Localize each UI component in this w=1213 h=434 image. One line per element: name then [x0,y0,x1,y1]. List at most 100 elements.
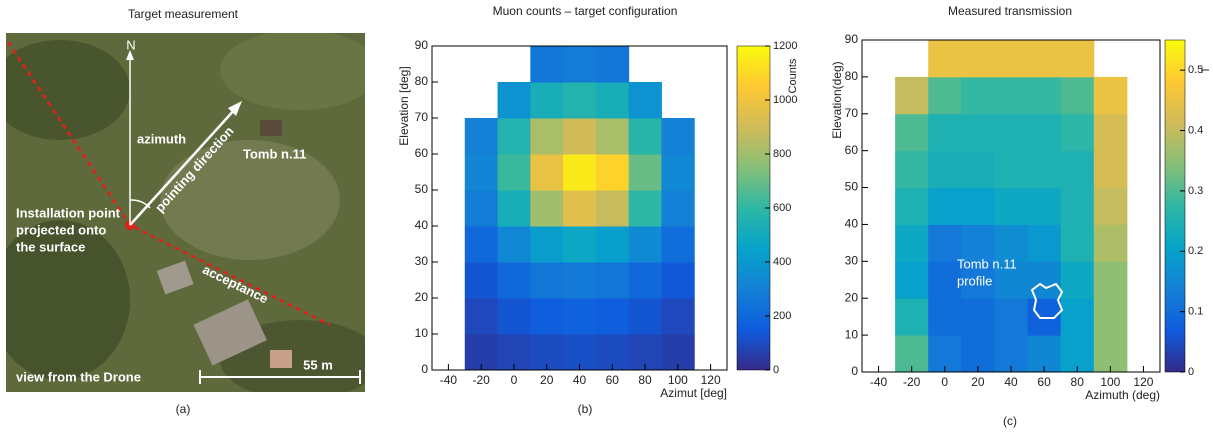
y-tick-label: 90 [845,32,859,46]
heat-cell [464,118,499,155]
heat-cell [1027,224,1062,262]
heat-cell [497,82,531,119]
x-tick-label: 60 [1037,375,1051,389]
x-tick-label: -40 [440,373,458,387]
heat-cell [994,150,1029,189]
heat-cell [497,226,531,263]
x-tick-label: 80 [638,373,652,387]
heat-cell [464,190,499,227]
heat-cell [994,113,1029,152]
aerial-photo: N azimuth pointing direction Tomb n.11 I… [6,33,365,392]
heat-cell [1060,224,1095,262]
heat-cell [628,298,662,335]
heat-cell [563,154,597,191]
heat-cell [928,40,962,78]
y-tick-label: 30 [845,254,859,268]
y-tick-label: 70 [415,110,429,124]
heat-cell [563,46,597,83]
colorbar-tick-label: 0.5 [1188,64,1203,76]
x-tick-label: -20 [472,373,490,387]
x-tick-label: 0 [941,375,948,389]
colorbar [1164,39,1186,373]
heat-cell [1093,150,1128,189]
colorbar-tick-label: 800 [773,148,791,160]
y-tick-label: 40 [415,218,429,232]
heat-cell [497,190,531,227]
heat-cell [928,150,962,189]
heat-cell [1093,113,1128,152]
y-tick-label: 50 [845,180,859,194]
colorbar-label: Counts [787,58,799,93]
annotation: Tomb n.11 [957,256,1017,271]
heat-cell [1027,150,1062,189]
x-axis-label: Azimuth (deg) [1085,388,1160,402]
heat-cell [1027,113,1062,152]
heat-cell [928,113,962,152]
heat-cell [1060,76,1095,115]
heat-cell [961,40,995,78]
colorbar-label: T [1200,66,1212,73]
y-tick-label: 40 [845,217,859,231]
y-tick-label: 90 [415,38,429,52]
colorbar-tick-label: 200 [773,310,791,322]
tomb-profile [1030,282,1064,319]
heat-cell [1093,187,1128,225]
colorbar-tick-label: 600 [773,202,791,214]
heat-cell [497,118,531,155]
heat-cell [961,76,995,115]
installation-label: projected onto [16,222,106,237]
heat-cell [464,262,499,299]
heat-cell [530,298,564,335]
heat-cell [994,40,1029,78]
colorbar-tick-label: 1000 [773,94,797,106]
heat-cell [628,154,662,191]
y-tick-label: 10 [845,327,859,341]
heat-cell [497,298,531,335]
heat-cell [628,226,662,263]
x-tick-label: -40 [870,375,888,389]
heat-cell [895,261,929,299]
x-tick-label: 100 [1100,375,1120,389]
heat-cell [994,187,1029,225]
heat-cell [1060,150,1095,189]
colorbar-tick-label: 0.3 [1188,185,1203,197]
azimuth-label: azimuth [137,131,186,146]
x-tick-label: 120 [701,373,721,387]
y-tick-label: 50 [415,182,429,196]
heat-cell [628,262,662,299]
x-tick-label: 20 [540,373,554,387]
heat-cell [563,82,597,119]
panel-label: (a) [176,402,191,416]
chart-title: Measured transmission [948,4,1072,18]
heat-cell [661,190,695,227]
heat-cell [994,224,1029,262]
y-tick-label: 30 [415,254,429,268]
x-tick-label: -20 [903,375,921,389]
panel-label: (c) [1003,414,1017,428]
x-tick-label: 120 [1133,375,1153,389]
y-tick-label: 20 [415,290,429,304]
heat-cell [961,261,995,299]
heat-cell [628,118,662,155]
heat-cell [895,150,929,189]
heat-cell [530,190,564,227]
x-tick-label: 40 [1004,375,1018,389]
heat-cell [628,82,662,119]
heat-cell [994,76,1029,115]
scale-label: 55 m [303,357,333,372]
heat-cell [961,150,995,189]
y-axis-label: Elevation [deg] [397,66,411,145]
heat-cell [530,82,564,119]
colorbar-tick-label: 400 [773,256,791,268]
x-axis-label: Azimut [deg] [660,386,727,400]
heat-cell [530,46,564,83]
heat-cell [595,262,630,299]
heat-cell [661,154,695,191]
heat-cell [530,118,564,155]
y-tick-label: 60 [415,146,429,160]
heat-cell [961,187,995,225]
x-tick-label: 80 [1071,375,1085,389]
y-tick-label: 10 [415,326,429,340]
heat-cell [1060,187,1095,225]
heat-cell [1060,113,1095,152]
